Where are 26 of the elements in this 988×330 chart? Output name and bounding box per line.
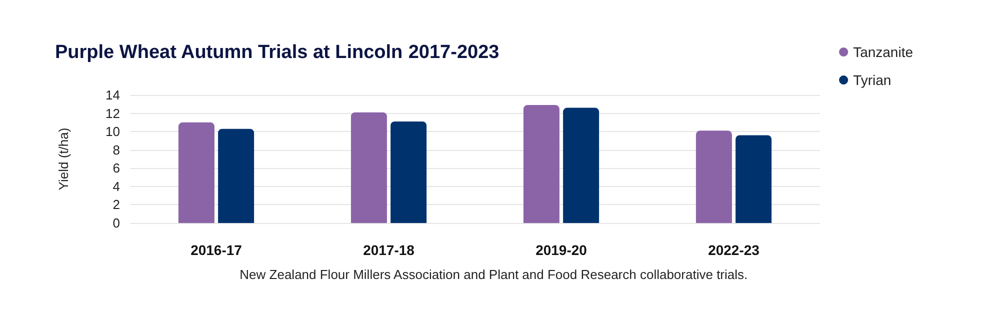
y-tick-label: 0 — [112, 216, 120, 230]
bar — [350, 112, 387, 223]
x-tick-label: 2017-18 — [363, 242, 415, 258]
bar — [563, 108, 600, 223]
y-tick-label: 10 — [106, 124, 120, 140]
legend-label: Tyrian — [853, 72, 892, 88]
y-tick-label: 14 — [106, 88, 120, 102]
y-tick-label: 12 — [106, 106, 120, 121]
text: New Zealand Flour Millers Association and Plant and Food Research collaborative trials. — [240, 267, 748, 282]
y-tick-label: 8 — [112, 142, 120, 158]
x-tick-label: 2019-20 — [536, 242, 588, 258]
bar — [218, 128, 254, 223]
x-tick-label: 2022-23 — [708, 242, 760, 258]
y-axis-title: Yield (t/ha) — [56, 128, 71, 190]
y-tick-label: 6 — [112, 160, 120, 176]
chart-subtitle: 2017-2023 — [408, 42, 500, 63]
bar — [736, 135, 772, 223]
y-tick-label: 4 — [112, 178, 120, 194]
x-tick-label: 2016-17 — [190, 242, 242, 258]
chart-title: Purple Wheat Autumn Trials at Lincoln — [55, 42, 403, 63]
bar — [390, 122, 427, 223]
bar — [696, 130, 732, 223]
legend-label: Tanzanite — [853, 44, 914, 60]
bar — [178, 122, 214, 223]
bar — [523, 105, 560, 223]
y-tick-label: 2 — [112, 197, 120, 212]
